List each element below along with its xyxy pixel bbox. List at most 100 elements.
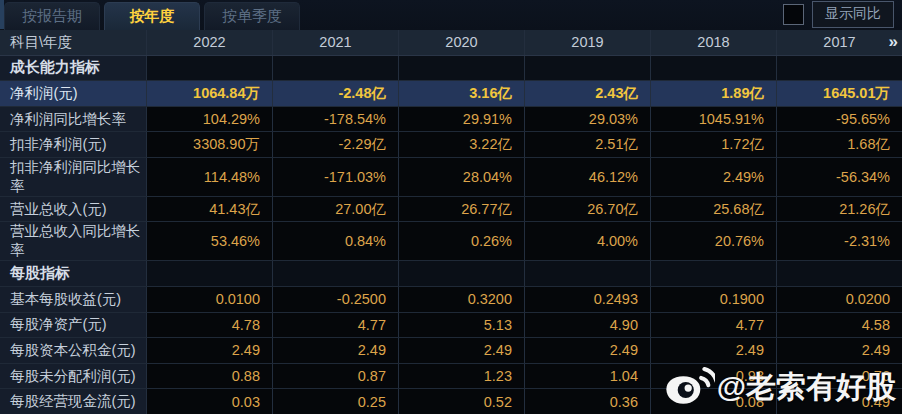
value-cell: 1645.01万 [776,81,902,106]
value-cell: 1.72亿 [650,132,776,157]
section-row: 每股指标 [0,261,902,287]
row-label: 每股经营现金流(元) [0,389,146,414]
value-cell: 0.76 [776,364,902,389]
value-cell: 0.49 [776,389,902,414]
value-cell: 0.87 [272,364,398,389]
value-cell: 1.04 [524,364,650,389]
value-cell: 4.90 [524,313,650,338]
value-cell: 0.08 [650,389,776,414]
value-cell: 3308.90万 [146,132,272,157]
table-row: 每股资本公积金(元)2.492.492.492.492.492.49 [0,338,902,364]
value-cell: 1064.84万 [146,81,272,106]
table-row: 每股未分配利润(元)0.880.871.231.040.930.76 [0,364,902,390]
value-cell: 1.23 [398,364,524,389]
value-cell: 2.49% [650,158,776,196]
value-cell [650,261,776,286]
value-cell: 104.29% [146,107,272,132]
value-cell: 2.49 [524,338,650,363]
table-row: 每股净资产(元)4.784.775.134.904.774.58 [0,313,902,339]
value-cell: 2.51亿 [524,132,650,157]
row-label: 净利润(元) [0,81,146,106]
yoy-control: 显示同比 [783,1,894,28]
value-cell [524,56,650,81]
value-cell: 0.3200 [398,287,524,312]
value-cell: 0.1900 [650,287,776,312]
value-cell: 46.12% [524,158,650,196]
year-header-2018: 2018 [650,30,776,55]
value-cell: 5.13 [398,313,524,338]
value-cell: 4.77 [650,313,776,338]
value-cell: 1.68亿 [776,132,902,157]
value-cell: 2.49 [272,338,398,363]
value-cell [398,261,524,286]
table-row: 营业总收入(元)41.43亿27.00亿26.77亿26.70亿25.68亿21… [0,197,902,223]
left-edge-accent [0,0,4,29]
row-label: 净利润同比增长率 [0,107,146,132]
value-cell: 0.26% [398,222,524,260]
value-cell: -0.2500 [272,287,398,312]
table-row: 基本每股收益(元)0.0100-0.25000.32000.24930.1900… [0,287,902,313]
row-label: 每股指标 [0,261,146,286]
financial-table: 科目\年度202220212020201920182017»成长能力指标净利润(… [0,30,902,414]
value-cell [650,56,776,81]
value-cell: 0.84% [272,222,398,260]
value-cell [398,56,524,81]
value-cell [272,261,398,286]
value-cell: 28.04% [398,158,524,196]
value-cell: 26.77亿 [398,197,524,222]
value-cell: 0.52 [398,389,524,414]
value-cell: -56.34% [776,158,902,196]
value-cell: 2.49 [776,338,902,363]
value-cell: 2.49 [398,338,524,363]
tab-by-quarter[interactable]: 按单季度 [204,2,300,30]
show-yoy-label[interactable]: 显示同比 [812,1,894,28]
value-cell: 0.93 [650,364,776,389]
year-header-2020: 2020 [398,30,524,55]
section-row: 成长能力指标 [0,56,902,82]
value-cell: -2.48亿 [272,81,398,106]
more-columns-button[interactable]: » [889,32,896,52]
table-row: 净利润(元)1064.84万-2.48亿3.16亿2.43亿1.89亿1645.… [0,81,902,107]
value-cell: 29.91% [398,107,524,132]
row-label: 成长能力指标 [0,56,146,81]
value-cell: 2.49 [146,338,272,363]
value-cell: 0.88 [146,364,272,389]
table-row: 每股经营现金流(元)0.030.250.520.360.080.49 [0,389,902,414]
year-header-2019: 2019 [524,30,650,55]
financial-data-panel: 按报告期 按年度 按单季度 显示同比 科目\年度2022202120202019… [0,0,902,414]
corner-header-cell: 科目\年度 [0,30,146,55]
value-cell: 53.46% [146,222,272,260]
value-cell: -2.29亿 [272,132,398,157]
value-cell: 4.00% [524,222,650,260]
row-label: 基本每股收益(元) [0,287,146,312]
value-cell: 3.16亿 [398,81,524,106]
value-cell: 1.89亿 [650,81,776,106]
value-cell: 4.78 [146,313,272,338]
value-cell: 2.49 [650,338,776,363]
value-cell [146,56,272,81]
tab-by-year[interactable]: 按年度 [104,2,200,30]
value-cell: -178.54% [272,107,398,132]
table-row: 扣非净利润同比增长率114.48%-171.03%28.04%46.12%2.4… [0,158,902,197]
period-tabbar: 按报告期 按年度 按单季度 显示同比 [0,0,902,30]
value-cell: -95.65% [776,107,902,132]
table-row: 净利润同比增长率104.29%-178.54%29.91%29.03%1045.… [0,107,902,133]
value-cell: 27.00亿 [272,197,398,222]
value-cell: 3.22亿 [398,132,524,157]
value-cell: 41.43亿 [146,197,272,222]
value-cell: 21.26亿 [776,197,902,222]
value-cell: 114.48% [146,158,272,196]
year-header-2017: 2017» [776,30,902,55]
table-row: 营业总收入同比增长率53.46%0.84%0.26%4.00%20.76%-2.… [0,222,902,261]
value-cell: 0.36 [524,389,650,414]
row-label: 每股资本公积金(元) [0,338,146,363]
tab-by-report-period[interactable]: 按报告期 [4,2,100,30]
row-label: 营业总收入(元) [0,197,146,222]
value-cell [146,261,272,286]
show-yoy-checkbox[interactable] [783,4,804,25]
value-cell [272,56,398,81]
value-cell: 0.0100 [146,287,272,312]
table-header-row: 科目\年度202220212020201920182017» [0,30,902,56]
value-cell: 2.43亿 [524,81,650,106]
value-cell [776,261,902,286]
